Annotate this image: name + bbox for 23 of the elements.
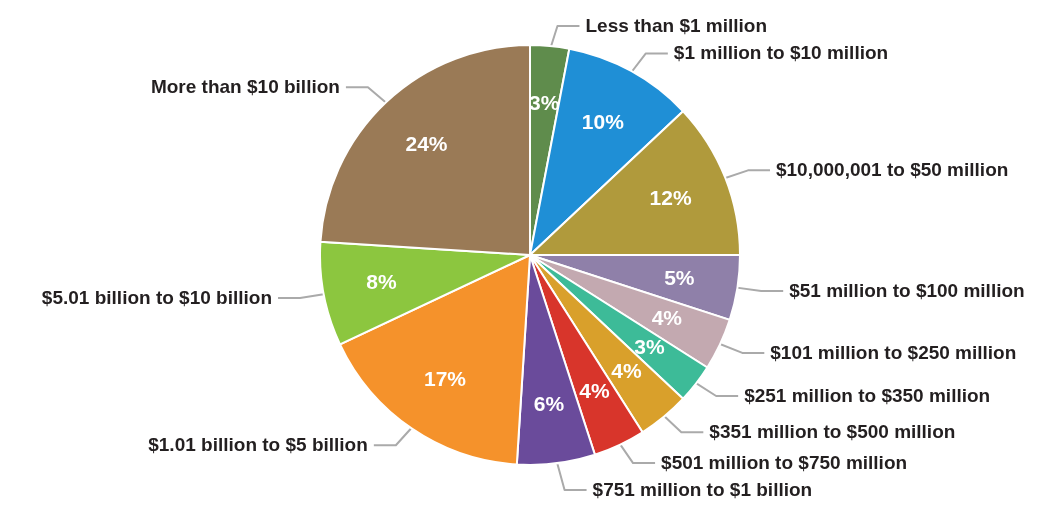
slice-label: $501 million to $750 million: [661, 452, 908, 474]
data-label: 17%: [424, 367, 467, 391]
data-label: 3%: [634, 334, 665, 358]
data-label: 5%: [664, 265, 695, 289]
slice-label: Less than $1 million: [585, 15, 768, 37]
slice-label: $101 million to $250 million: [770, 341, 1017, 363]
data-label: 4%: [651, 306, 683, 330]
slice-label: More than $10 billion: [150, 76, 340, 98]
slice-label: $51 million to $100 million: [789, 279, 1025, 301]
data-label: 24%: [405, 131, 448, 155]
data-label: 12%: [649, 186, 692, 210]
data-label: 4%: [579, 378, 610, 402]
data-label: 8%: [366, 270, 397, 294]
slice-label: $351 million to $500 million: [709, 421, 956, 443]
data-label: 6%: [533, 392, 565, 416]
slice-label: $1.01 billion to $5 billion: [148, 434, 368, 456]
slice-label: $251 million to $350 million: [744, 384, 991, 406]
data-label: 4%: [611, 358, 642, 382]
slice-label: $5.01 billion to $10 billion: [41, 287, 273, 309]
slice-label: $10,000,001 to $50 million: [775, 159, 1009, 181]
slice-label: $1 million to $10 million: [673, 42, 889, 64]
slice-label: $751 million to $1 billion: [592, 479, 813, 501]
data-label: 10%: [581, 109, 625, 133]
